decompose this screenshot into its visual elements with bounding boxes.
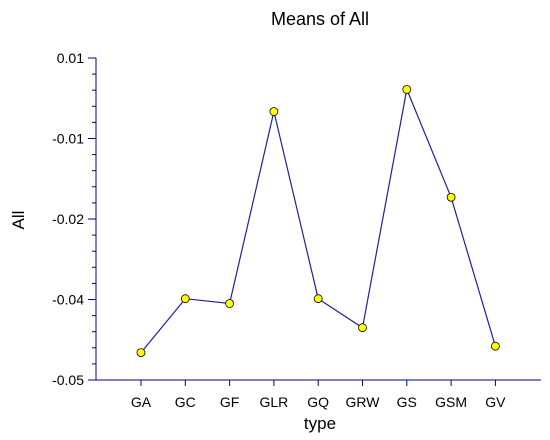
data-point (446, 192, 456, 202)
x-tick-label: GQ (307, 394, 329, 410)
x-tick-label: GS (397, 394, 417, 410)
data-point (269, 107, 279, 116)
y-ticks: 0.01 -0.01 -0.02 -0.04 -0.05 (52, 50, 96, 388)
plot-area (136, 84, 500, 358)
data-point (313, 294, 323, 304)
x-tick-label: GF (220, 394, 239, 410)
data-point (225, 299, 235, 308)
series-line (140, 87, 496, 353)
x-tick-label: GC (175, 394, 196, 410)
y-axis-label: All (9, 211, 28, 230)
y-tick-label: 0.01 (57, 50, 84, 66)
x-tick-label: GV (485, 394, 506, 410)
x-tick-label: GSM (435, 394, 467, 410)
x-tick-label: GRW (346, 394, 381, 410)
x-tick-label: GLR (260, 394, 289, 410)
data-point (490, 341, 500, 351)
data-point (180, 294, 190, 304)
y-tick-label: -0.02 (52, 211, 84, 227)
x-tick-label: GA (131, 394, 152, 410)
chart-title: Means of All (271, 9, 369, 29)
y-tick-label: -0.04 (52, 292, 84, 308)
data-point (358, 323, 367, 333)
y-tick-label: -0.01 (52, 131, 84, 147)
data-point (402, 84, 412, 94)
x-axis-label: type (304, 414, 336, 433)
x-ticks: GA GC GF GLR GQ GRW GS GSM GV (131, 380, 506, 410)
data-point (136, 348, 146, 358)
axes (95, 58, 541, 381)
y-tick-label: -0.05 (52, 372, 84, 388)
